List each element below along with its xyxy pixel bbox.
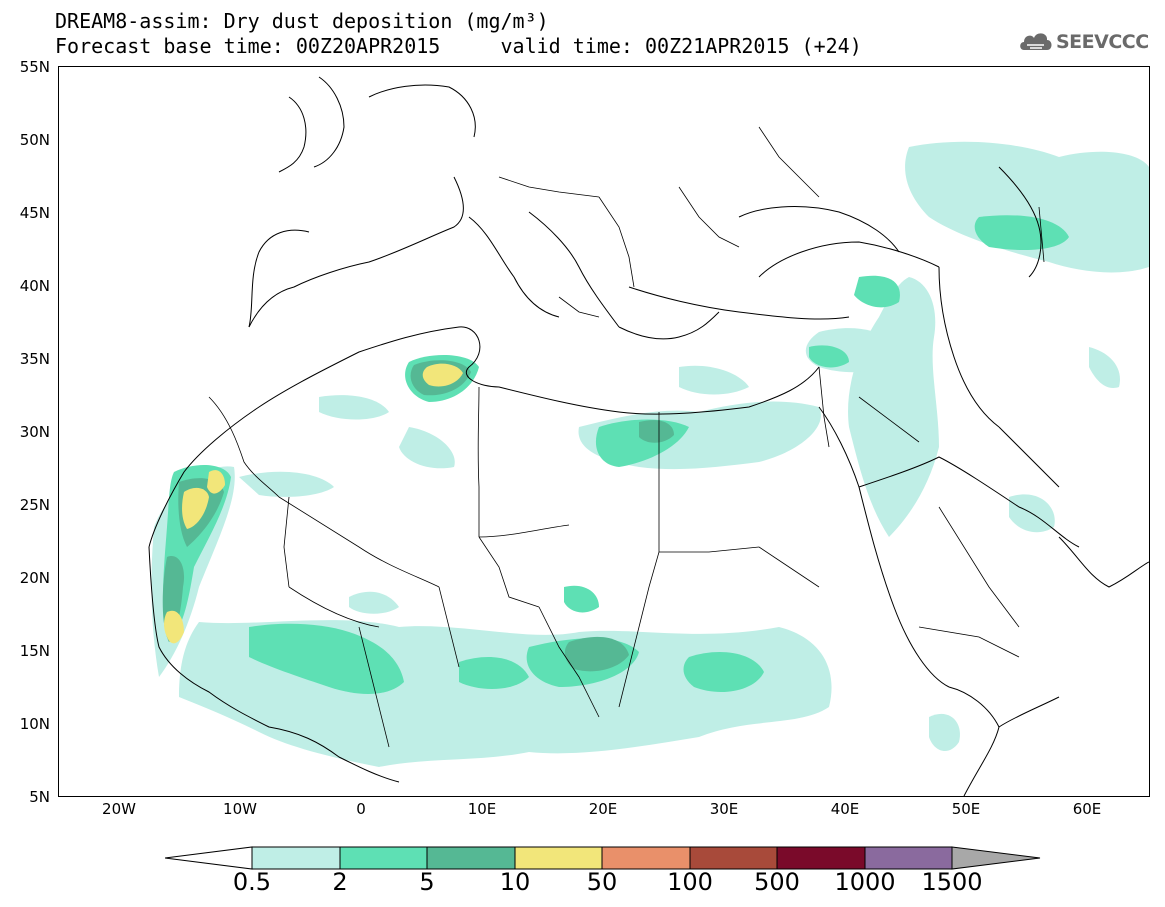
legend-label-0: 0.5 (232, 868, 272, 896)
lon-label-20w: 20W (102, 800, 136, 818)
map-panel (58, 66, 1150, 797)
legend-arrow-high (951, 846, 1041, 870)
map-canvas (148, 76, 1149, 796)
legend-swatch-5 (689, 846, 778, 870)
legend-swatch-2 (426, 846, 516, 870)
lat-label-50n: 50N (19, 131, 50, 149)
lat-label-35n: 35N (19, 350, 50, 368)
legend-label-8: 1500 (921, 868, 983, 896)
seevccc-logo: SEEVCCC (1018, 26, 1158, 58)
lat-label-10n: 10N (19, 715, 50, 733)
legend-swatch-4 (601, 846, 691, 870)
legend-label-1: 2 (332, 868, 348, 896)
legend-swatch-3 (514, 846, 603, 870)
lon-label-10e: 10E (467, 800, 497, 818)
lon-label-20e: 20E (588, 800, 618, 818)
lat-label-25n: 25N (19, 496, 50, 514)
color-legend (165, 846, 1041, 870)
coastlines (148, 76, 1149, 796)
lat-label-20n: 20N (19, 569, 50, 587)
lon-label-0: 0 (356, 800, 366, 818)
legend-swatch-1 (339, 846, 428, 870)
legend-label-3: 10 (499, 868, 531, 896)
lat-label-15n: 15N (19, 642, 50, 660)
legend-label-2: 5 (419, 868, 435, 896)
legend-label-7: 1000 (834, 868, 896, 896)
logo-text: SEEVCCC (1056, 31, 1149, 53)
cloud-icon (1020, 33, 1052, 50)
lat-label-30n: 30N (19, 423, 50, 441)
lon-label-10w: 10W (223, 800, 257, 818)
legend-swatch-6 (776, 846, 866, 870)
lon-label-60e: 60E (1072, 800, 1102, 818)
dust-contours-high (164, 363, 463, 644)
legend-label-5: 100 (667, 868, 713, 896)
lat-label-55n: 55N (19, 58, 50, 76)
country-borders (208, 126, 1045, 748)
lon-label-40e: 40E (830, 800, 860, 818)
legend-label-6: 500 (754, 868, 800, 896)
lon-label-50e: 50E (951, 800, 981, 818)
map-title: DREAM8-assim: Dry dust deposition (mg/m³… (55, 9, 549, 33)
legend-swatch-7 (864, 846, 953, 870)
lat-label-5n: 5N (29, 788, 50, 806)
lat-label-40n: 40N (19, 277, 50, 295)
legend-arrow-low (165, 846, 253, 870)
lon-label-30e: 30E (709, 800, 739, 818)
forecast-time-line: Forecast base time: 00Z20APR2015 valid t… (55, 34, 862, 58)
legend-swatch-0 (251, 846, 341, 870)
lat-label-45n: 45N (19, 204, 50, 222)
legend-label-4: 50 (586, 868, 618, 896)
